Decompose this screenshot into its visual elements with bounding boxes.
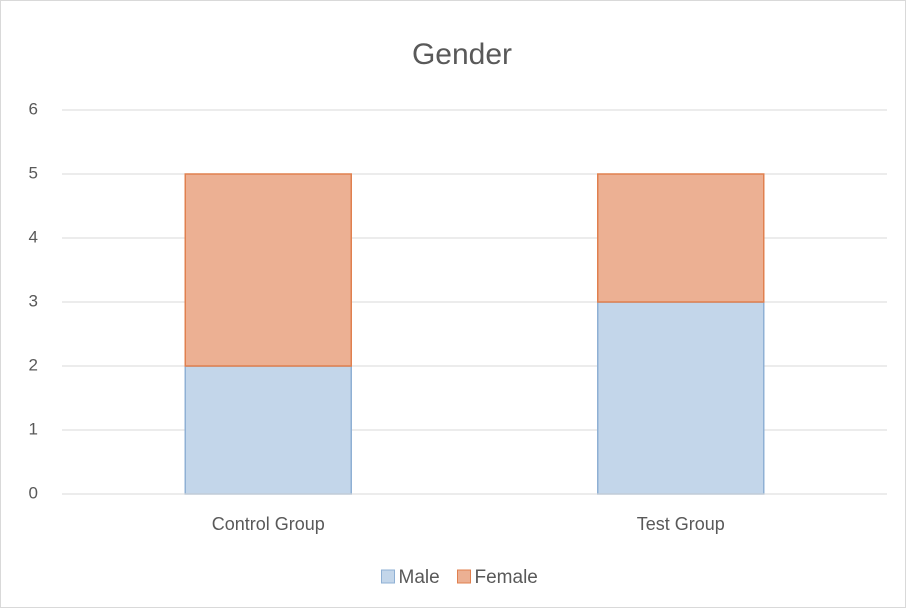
bar-segment <box>184 365 352 495</box>
y-tick-label: 6 <box>29 99 38 118</box>
y-tick-label: 2 <box>29 355 38 374</box>
y-tick-label: 3 <box>29 291 38 310</box>
bar-segment <box>597 173 765 303</box>
y-tick-label: 5 <box>29 163 38 182</box>
bar-segment <box>597 301 765 495</box>
y-tick-label: 0 <box>29 483 38 502</box>
chart-title: Gender <box>412 38 512 71</box>
legend-swatch <box>457 569 471 584</box>
x-tick-label: Control Group <box>212 514 325 534</box>
y-tick-label: 4 <box>29 227 38 246</box>
legend-label: Female <box>475 567 538 588</box>
legend-swatch <box>381 569 395 584</box>
legend-label: Male <box>399 567 440 588</box>
x-tick-label: Test Group <box>637 514 725 534</box>
y-tick-label: 1 <box>29 419 38 438</box>
bar-segment <box>184 173 352 367</box>
